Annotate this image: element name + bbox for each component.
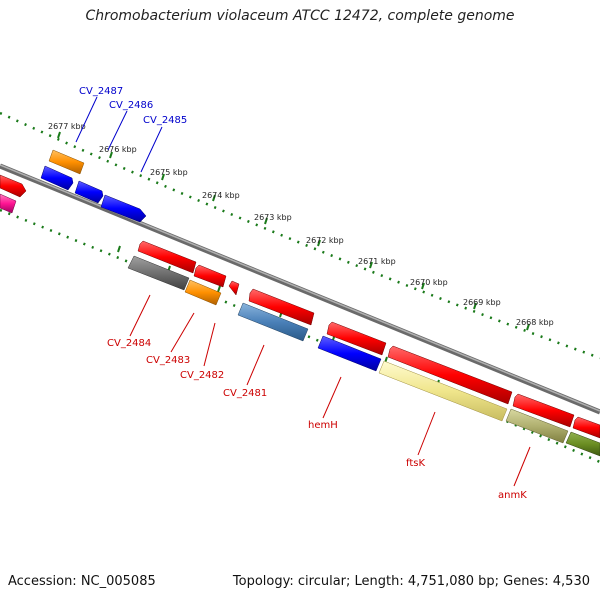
ruler-label: 2677 kbp	[48, 122, 86, 131]
ruler-label: 2676 kbp	[99, 145, 137, 154]
gene-cv2486[interactable]	[40, 165, 74, 191]
gene-cv2481[interactable]	[248, 288, 315, 326]
gene-cv2482[interactable]	[228, 280, 240, 296]
gene-anmk-red[interactable]	[512, 393, 575, 428]
reverse-leaders	[129, 294, 531, 487]
ruler-label: 2669 kbp	[463, 298, 501, 307]
gene-cv2485a[interactable]	[74, 180, 104, 204]
ruler-label: 2672 kbp	[306, 236, 344, 245]
label-hemh: hemH	[308, 420, 338, 431]
gene-cv2484[interactable]	[137, 240, 197, 274]
gene-cv2483[interactable]	[193, 264, 227, 288]
label-cv2487: CV_2487	[79, 86, 123, 97]
gene-cv2483-b[interactable]	[184, 279, 222, 306]
genome-summary-text: Topology: circular; Length: 4,751,080 bp…	[232, 574, 590, 589]
label-ftsk: ftsK	[406, 458, 425, 469]
label-cv2483: CV_2483	[146, 355, 190, 366]
gene-right-red[interactable]	[572, 416, 600, 439]
gene-right-green[interactable]	[565, 431, 600, 457]
gene-ftsk[interactable]	[378, 360, 508, 422]
ruler-label: 2673 kbp	[254, 213, 292, 222]
gene-ftsk-red[interactable]	[387, 345, 513, 405]
gene-cv2484-b[interactable]	[127, 255, 190, 291]
page-title: Chromobacterium violaceum ATCC 12472, co…	[85, 8, 515, 24]
label-cv2481: CV_2481	[223, 388, 267, 399]
ruler-label: 2675 kbp	[150, 168, 188, 177]
ruler-label: 2674 kbp	[202, 191, 240, 200]
label-cv2484: CV_2484	[107, 338, 151, 349]
ruler-label: 2668 kbp	[516, 318, 554, 327]
gene-cv2487[interactable]	[48, 149, 85, 175]
gene-cv2485[interactable]	[100, 194, 147, 223]
ruler-labels: 2677 kbp 2676 kbp 2675 kbp 2674 kbp 2673…	[48, 122, 554, 327]
gene-hemh[interactable]	[317, 335, 382, 372]
outer-ruler	[0, 111, 600, 360]
gene-left-red[interactable]	[0, 174, 27, 198]
label-cv2485: CV_2485	[143, 115, 187, 126]
genome-backbone-highlight	[0, 164, 600, 412]
gene-cv2481-b[interactable]	[237, 302, 309, 342]
ruler-label: 2671 kbp	[358, 257, 396, 266]
gene-hemh-red[interactable]	[326, 321, 387, 356]
gene-anmk[interactable]	[505, 408, 569, 444]
gene-left-pink[interactable]	[0, 193, 17, 214]
accession-text: Accession: NC_005085	[8, 574, 156, 589]
forward-leaders	[75, 96, 163, 173]
major-ticks-outer	[57, 131, 530, 331]
genome-backbone	[0, 163, 600, 415]
ruler-label: 2670 kbp	[410, 278, 448, 287]
label-anmk: anmK	[498, 490, 527, 501]
label-cv2486: CV_2486	[109, 100, 153, 111]
label-cv2482: CV_2482	[180, 370, 224, 381]
